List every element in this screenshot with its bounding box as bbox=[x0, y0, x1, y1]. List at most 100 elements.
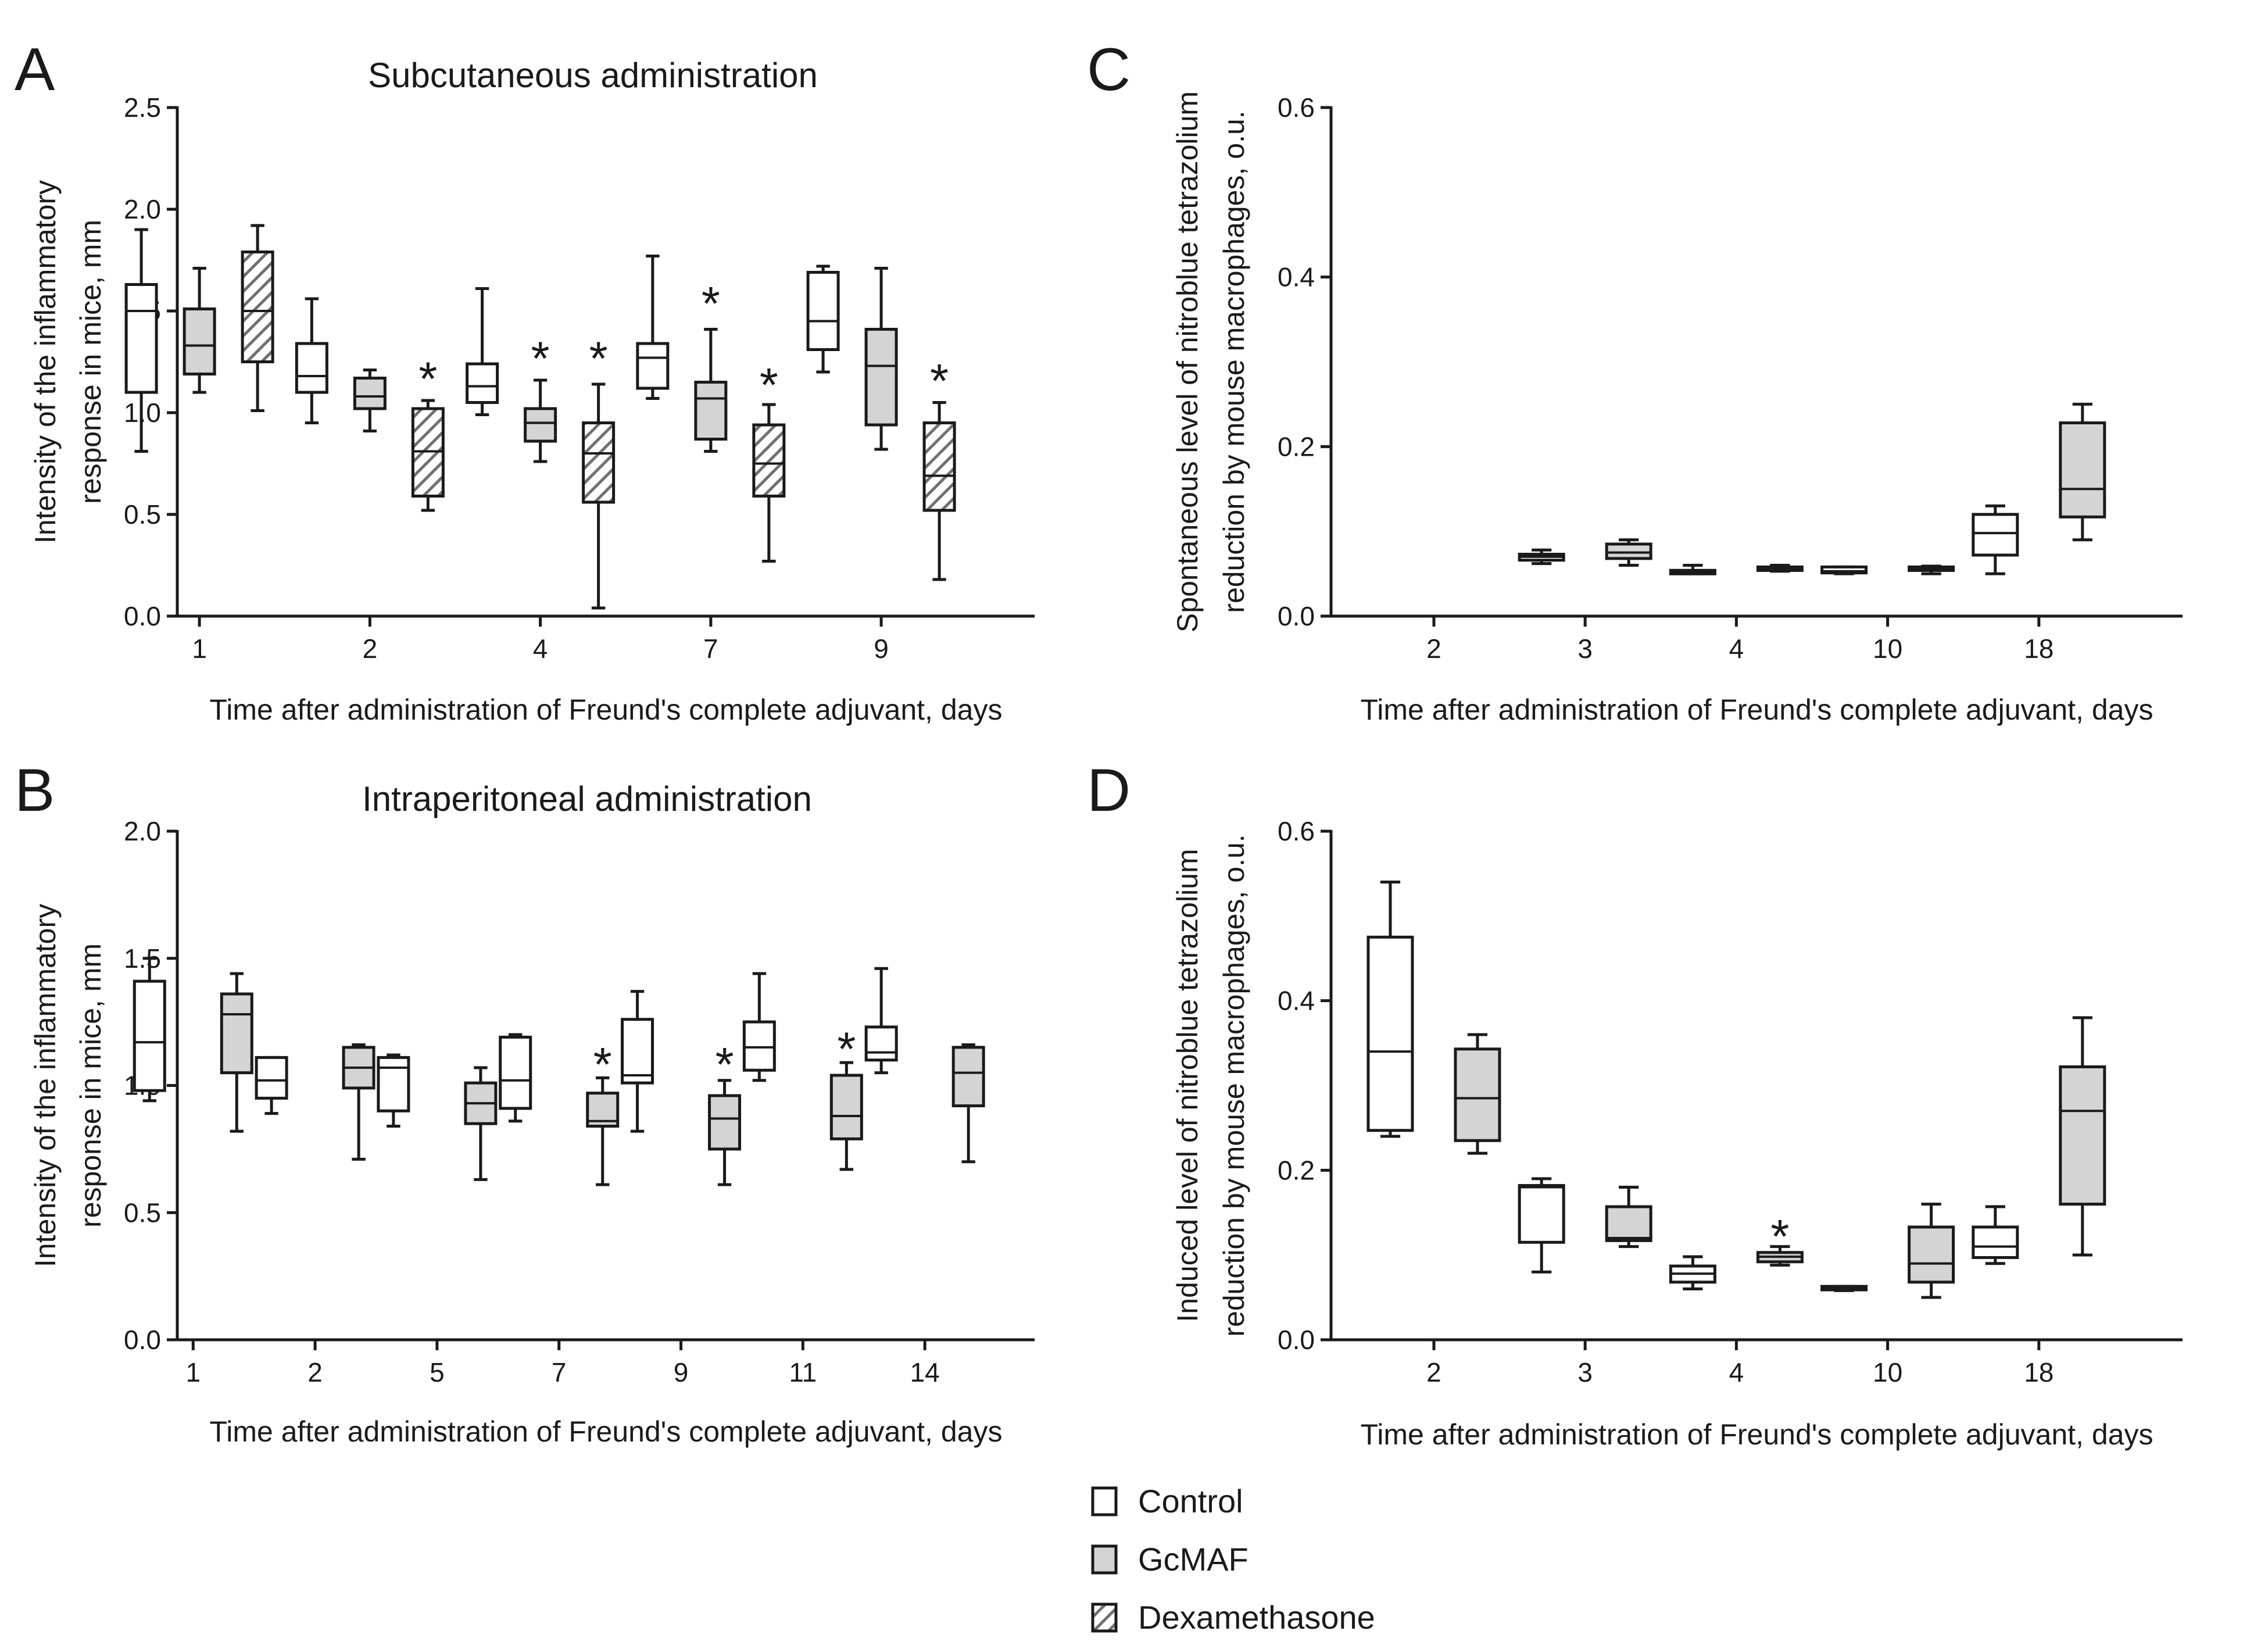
significance-mark: * bbox=[716, 1038, 734, 1091]
box-iqr bbox=[133, 979, 166, 1092]
x-tick-label: 2 bbox=[307, 1357, 323, 1387]
legend-item-dexamethasone: Dexamethasone bbox=[1091, 1599, 1375, 1636]
y-axis-label: reduction by mouse macrophages, o.u. bbox=[1218, 834, 1250, 1336]
legend-swatch bbox=[1091, 1486, 1118, 1516]
box-dexamethasone-7 bbox=[752, 403, 786, 563]
significance-mark: * bbox=[593, 1038, 612, 1091]
y-tick-label: 0.0 bbox=[1278, 1325, 1315, 1355]
x-tick-label: 18 bbox=[2024, 1357, 2054, 1387]
box-iqr bbox=[377, 1056, 410, 1113]
box-gcmaf-10 bbox=[1908, 564, 1955, 575]
box-gcmaf-5 bbox=[464, 1066, 498, 1181]
legend-swatch bbox=[1091, 1544, 1118, 1575]
box-control-2 bbox=[295, 297, 328, 424]
box-iqr bbox=[1908, 1225, 1955, 1284]
box-gcmaf-1 bbox=[183, 267, 216, 394]
legend-label: Control bbox=[1138, 1483, 1243, 1519]
box-control-14 bbox=[864, 967, 898, 1075]
box-control-7 bbox=[499, 1033, 532, 1123]
box-gcmaf-3 bbox=[1605, 1186, 1652, 1249]
y-tick-label: 0.0 bbox=[1278, 601, 1315, 631]
y-tick-label: 0.2 bbox=[1278, 431, 1315, 462]
box-control-3 bbox=[1518, 1177, 1565, 1274]
x-tick-label: 4 bbox=[1729, 634, 1744, 664]
box-iqr bbox=[241, 251, 274, 363]
box-control-5 bbox=[377, 1053, 410, 1128]
significance-mark: * bbox=[1770, 1210, 1789, 1263]
x-tick-label: 3 bbox=[1577, 634, 1593, 664]
y-tick-label: 0.6 bbox=[1278, 92, 1315, 123]
box-gcmaf-4 bbox=[1756, 1245, 1804, 1267]
box-control-2 bbox=[255, 1056, 288, 1115]
y-tick-label: 2.5 bbox=[124, 92, 161, 123]
x-tick-label: 1 bbox=[185, 1357, 201, 1387]
x-tick-label: 1 bbox=[192, 634, 207, 664]
y-tick-label: 0.4 bbox=[1278, 262, 1315, 292]
box-iqr bbox=[742, 1020, 776, 1072]
box-iqr bbox=[864, 1025, 898, 1062]
box-gcmaf-3 bbox=[1605, 538, 1652, 567]
box-iqr bbox=[806, 271, 840, 351]
box-iqr bbox=[2059, 1065, 2106, 1206]
box-control-2 bbox=[1366, 881, 1414, 1138]
y-tick-label: 0.0 bbox=[124, 1325, 161, 1355]
box-iqr bbox=[829, 1074, 863, 1140]
panel-title: Subcutaneous administration bbox=[368, 56, 818, 95]
box-control-11 bbox=[742, 972, 776, 1082]
y-tick-label: 0.5 bbox=[124, 499, 161, 530]
x-tick-label: 2 bbox=[363, 634, 378, 664]
significance-mark: * bbox=[418, 353, 437, 406]
significance-mark: * bbox=[837, 1023, 856, 1076]
box-iqr bbox=[1972, 1225, 2019, 1260]
box-control-4 bbox=[1669, 1255, 1716, 1290]
y-tick-label: 2.0 bbox=[124, 194, 161, 224]
box-iqr bbox=[694, 381, 728, 441]
x-tick-label: 10 bbox=[1873, 634, 1902, 664]
y-tick-label: 0.4 bbox=[1278, 986, 1315, 1016]
box-iqr bbox=[922, 421, 956, 512]
box-dexamethasone-2 bbox=[411, 399, 445, 512]
y-axis-label: response in mice, mm bbox=[74, 943, 107, 1228]
box-control-18 bbox=[1972, 1205, 2019, 1265]
y-tick-label: 0.0 bbox=[124, 601, 161, 631]
box-iqr bbox=[636, 342, 670, 390]
x-tick-label: 18 bbox=[2024, 634, 2054, 664]
box-iqr bbox=[1366, 935, 1414, 1132]
x-tick-label: 9 bbox=[874, 634, 889, 664]
box-gcmaf-1 bbox=[220, 972, 253, 1133]
panel-d: D Induced level of nitroblue tetrazolium r… bbox=[1087, 757, 2183, 1451]
significance-mark: * bbox=[531, 332, 550, 385]
box-iqr bbox=[499, 1035, 532, 1110]
x-tick-label: 4 bbox=[533, 634, 548, 664]
box-gcmaf-4 bbox=[1756, 564, 1804, 573]
significance-mark: * bbox=[930, 355, 949, 408]
legend: Control GcMAF Dexamethasone bbox=[1091, 1483, 1375, 1636]
panel-b: B Intraperitoneal administration Intensity… bbox=[15, 757, 1035, 1448]
box-gcmaf-10 bbox=[1908, 1203, 1955, 1299]
y-axis-label: Induced level of nitroblue tetrazolium bbox=[1171, 849, 1204, 1322]
box-control-4 bbox=[1669, 564, 1716, 575]
x-tick-label: 2 bbox=[1426, 1357, 1441, 1387]
x-tick-label: 7 bbox=[552, 1357, 567, 1387]
box-control-9 bbox=[621, 990, 654, 1133]
box-gcmaf-4 bbox=[524, 378, 557, 463]
panels: A Subcutaneous administration Intensity of… bbox=[15, 36, 2183, 1451]
box-iqr bbox=[2059, 421, 2106, 518]
x-tick-label: 11 bbox=[789, 1357, 817, 1387]
legend-swatch bbox=[1091, 1603, 1118, 1633]
panel-letter: D bbox=[1087, 757, 1131, 824]
y-axis-label: Intensity of the inflammatory bbox=[29, 904, 62, 1267]
y-axis-label: reduction by mouse macrophages, o.u. bbox=[1218, 110, 1250, 613]
box-iqr bbox=[220, 992, 253, 1075]
legend-item-gcmaf: GcMAF bbox=[1091, 1541, 1249, 1578]
y-axis-label: Spontaneous level of nitroblue tetrazoli… bbox=[1171, 91, 1204, 632]
box-iqr bbox=[1605, 542, 1652, 560]
box-iqr bbox=[524, 407, 557, 443]
box-iqr bbox=[752, 423, 786, 498]
box-gcmaf-18 bbox=[2059, 402, 2106, 542]
box-gcmaf-2 bbox=[342, 1043, 375, 1161]
panel-title: Intraperitoneal administration bbox=[362, 779, 812, 818]
panel-letter: B bbox=[15, 757, 55, 824]
box-iqr bbox=[1820, 565, 1868, 575]
box-gcmaf-7 bbox=[586, 1076, 620, 1186]
